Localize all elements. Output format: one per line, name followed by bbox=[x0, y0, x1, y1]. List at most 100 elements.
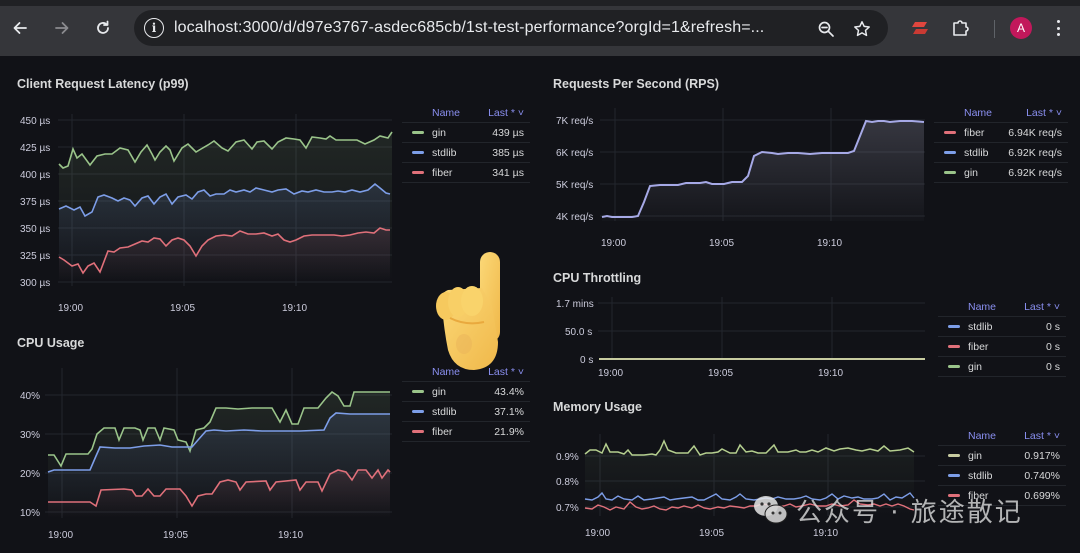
cpu-usage-legend: Name Last * ˅ gin 43.4% stdlib 37.1% fiber 2… bbox=[402, 362, 530, 442]
legend-row-fiber[interactable]: fiber 341 µs bbox=[402, 163, 530, 183]
menu-kebab-icon[interactable] bbox=[1054, 17, 1062, 39]
legend-header-name[interactable]: Name bbox=[968, 300, 997, 313]
cpu-usage-chart[interactable]: 40% 30% 20% 10% 19:00 19:05 19:10 bbox=[0, 356, 400, 551]
cpu-throttling-chart[interactable]: 1.7 mins 50.0 s 0 s 19:00 19:05 19:10 bbox=[540, 292, 930, 387]
series-swatch bbox=[412, 430, 424, 433]
wechat-watermark: 公众号 · 旅途散记 bbox=[752, 490, 1023, 530]
x-tick: 19:05 bbox=[163, 530, 188, 541]
series-swatch bbox=[412, 151, 424, 154]
forward-arrow-icon bbox=[55, 22, 69, 34]
series-swatch bbox=[944, 151, 956, 154]
legend-header-last[interactable]: Last * ˅ bbox=[1024, 300, 1060, 313]
extension-stack-icon bbox=[912, 22, 928, 34]
memory-chart[interactable]: 0.9% 0.8% 0.7% 19:00 19:05 19:10 bbox=[540, 426, 930, 551]
x-tick: 19:00 bbox=[48, 530, 73, 541]
y-tick: 50.0 s bbox=[565, 327, 592, 338]
y-tick: 350 µs bbox=[20, 224, 50, 235]
x-tick: 19:10 bbox=[817, 238, 842, 249]
x-tick: 19:00 bbox=[601, 238, 626, 249]
legend-row-stdlib[interactable]: stdlib 37.1% bbox=[402, 402, 530, 422]
legend-header-name[interactable]: Name bbox=[432, 365, 461, 378]
x-tick: 19:00 bbox=[58, 303, 83, 314]
panel-title-cpu-usage: CPU Usage bbox=[17, 336, 85, 350]
rps-chart[interactable]: 7K req/s 6K req/s 5K req/s 4K req/s 19:0… bbox=[540, 96, 930, 261]
legend-header-name[interactable]: Name bbox=[968, 429, 997, 442]
y-tick: 7K req/s bbox=[556, 116, 593, 127]
series-swatch bbox=[412, 410, 424, 413]
y-tick: 20% bbox=[20, 469, 40, 480]
y-tick: 425 µs bbox=[20, 143, 50, 154]
extensions-menu-button[interactable] bbox=[948, 16, 972, 40]
legend-row-gin[interactable]: gin 439 µs bbox=[402, 123, 530, 143]
series-swatch bbox=[948, 474, 960, 477]
series-swatch bbox=[412, 390, 424, 393]
bookmark-star-icon bbox=[854, 21, 870, 37]
x-tick: 19:10 bbox=[282, 303, 307, 314]
legend-header-name[interactable]: Name bbox=[964, 106, 993, 119]
y-tick: 1.7 mins bbox=[556, 299, 594, 310]
latency-legend: Name Last * ˅ gin 439 µs stdlib 385 µs fibe… bbox=[402, 103, 530, 183]
legend-row-fiber[interactable]: fiber 0 s bbox=[938, 337, 1066, 357]
zoom-button[interactable] bbox=[815, 18, 837, 40]
memory-legend: Name Last * ˅ gin 0.917% stdlib 0.740% fibe… bbox=[938, 426, 1066, 506]
y-tick: 300 µs bbox=[20, 278, 50, 289]
watermark-text: 公众号 · 旅途散记 bbox=[796, 497, 1023, 528]
legend-row-stdlib[interactable]: stdlib 0.740% bbox=[938, 466, 1066, 486]
legend-row-gin[interactable]: gin 6.92K req/s bbox=[934, 163, 1068, 183]
y-tick: 4K req/s bbox=[556, 212, 593, 223]
y-tick: 0.9% bbox=[556, 452, 579, 463]
x-tick: 19:10 bbox=[278, 530, 303, 541]
x-tick: 19:10 bbox=[818, 368, 843, 379]
x-tick: 19:00 bbox=[598, 368, 623, 379]
back-button[interactable] bbox=[8, 16, 32, 40]
profile-avatar[interactable]: A bbox=[1010, 17, 1032, 39]
grafana-dashboard: Client Request Latency (p99) 450 µs 425 … bbox=[0, 56, 1080, 553]
address-bar[interactable]: i localhost:3000/d/d97e3767-asdec685cb/1… bbox=[134, 10, 888, 46]
legend-header-last[interactable]: Last * ˅ bbox=[1024, 429, 1060, 442]
legend-row-gin[interactable]: gin 0.917% bbox=[938, 446, 1066, 466]
reload-button[interactable] bbox=[91, 16, 115, 40]
legend-row-fiber[interactable]: fiber 0.699% bbox=[938, 486, 1066, 506]
zoom-icon bbox=[818, 21, 834, 37]
legend-header-last[interactable]: Last * ˅ bbox=[488, 365, 524, 378]
url-text[interactable]: localhost:3000/d/d97e3767-asdec685cb/1st… bbox=[174, 19, 765, 36]
y-tick: 30% bbox=[20, 430, 40, 441]
panel-title-rps: Requests Per Second (RPS) bbox=[553, 77, 720, 91]
series-swatch bbox=[944, 171, 956, 174]
back-arrow-icon bbox=[13, 22, 27, 34]
x-tick: 19:00 bbox=[585, 528, 610, 539]
legend-row-fiber[interactable]: fiber 21.9% bbox=[402, 422, 530, 442]
legend-row-fiber[interactable]: fiber 6.94K req/s bbox=[934, 123, 1068, 143]
y-tick: 325 µs bbox=[20, 251, 50, 262]
series-swatch bbox=[948, 494, 960, 497]
panel-title-latency: Client Request Latency (p99) bbox=[17, 77, 189, 91]
tab-strip-edge bbox=[0, 0, 1080, 6]
latency-chart[interactable]: 450 µs 425 µs 400 µs 375 µs 350 µs 325 µ… bbox=[0, 96, 400, 331]
legend-row-gin[interactable]: gin 0 s bbox=[938, 357, 1066, 377]
legend-row-stdlib[interactable]: stdlib 6.92K req/s bbox=[934, 143, 1068, 163]
y-tick: 6K req/s bbox=[556, 148, 593, 159]
legend-row-gin[interactable]: gin 43.4% bbox=[402, 382, 530, 402]
reload-icon bbox=[97, 20, 109, 34]
y-tick: 400 µs bbox=[20, 170, 50, 181]
legend-header-last[interactable]: Last * ˅ bbox=[488, 106, 524, 119]
y-tick: 10% bbox=[20, 508, 40, 519]
extension-button[interactable] bbox=[908, 16, 932, 40]
legend-row-stdlib[interactable]: stdlib 385 µs bbox=[402, 143, 530, 163]
legend-row-stdlib[interactable]: stdlib 0 s bbox=[938, 317, 1066, 337]
legend-header-name[interactable]: Name bbox=[432, 106, 461, 119]
site-info-icon[interactable]: i bbox=[144, 18, 164, 38]
bookmark-button[interactable] bbox=[851, 18, 873, 40]
cpu-throttling-legend: Name Last * ˅ stdlib 0 s fiber 0 s gin 0 s bbox=[938, 297, 1066, 377]
y-tick: 0.8% bbox=[556, 477, 579, 488]
forward-button[interactable] bbox=[50, 16, 74, 40]
x-tick: 19:05 bbox=[709, 238, 734, 249]
y-tick: 0 s bbox=[580, 355, 593, 366]
toolbar-divider bbox=[994, 20, 995, 38]
wechat-logo-icon bbox=[754, 496, 788, 524]
y-tick: 450 µs bbox=[20, 116, 50, 127]
x-tick: 19:05 bbox=[699, 528, 724, 539]
legend-header-last[interactable]: Last * ˅ bbox=[1026, 106, 1062, 119]
y-tick: 5K req/s bbox=[556, 180, 593, 191]
puzzle-extensions-icon bbox=[953, 20, 969, 36]
